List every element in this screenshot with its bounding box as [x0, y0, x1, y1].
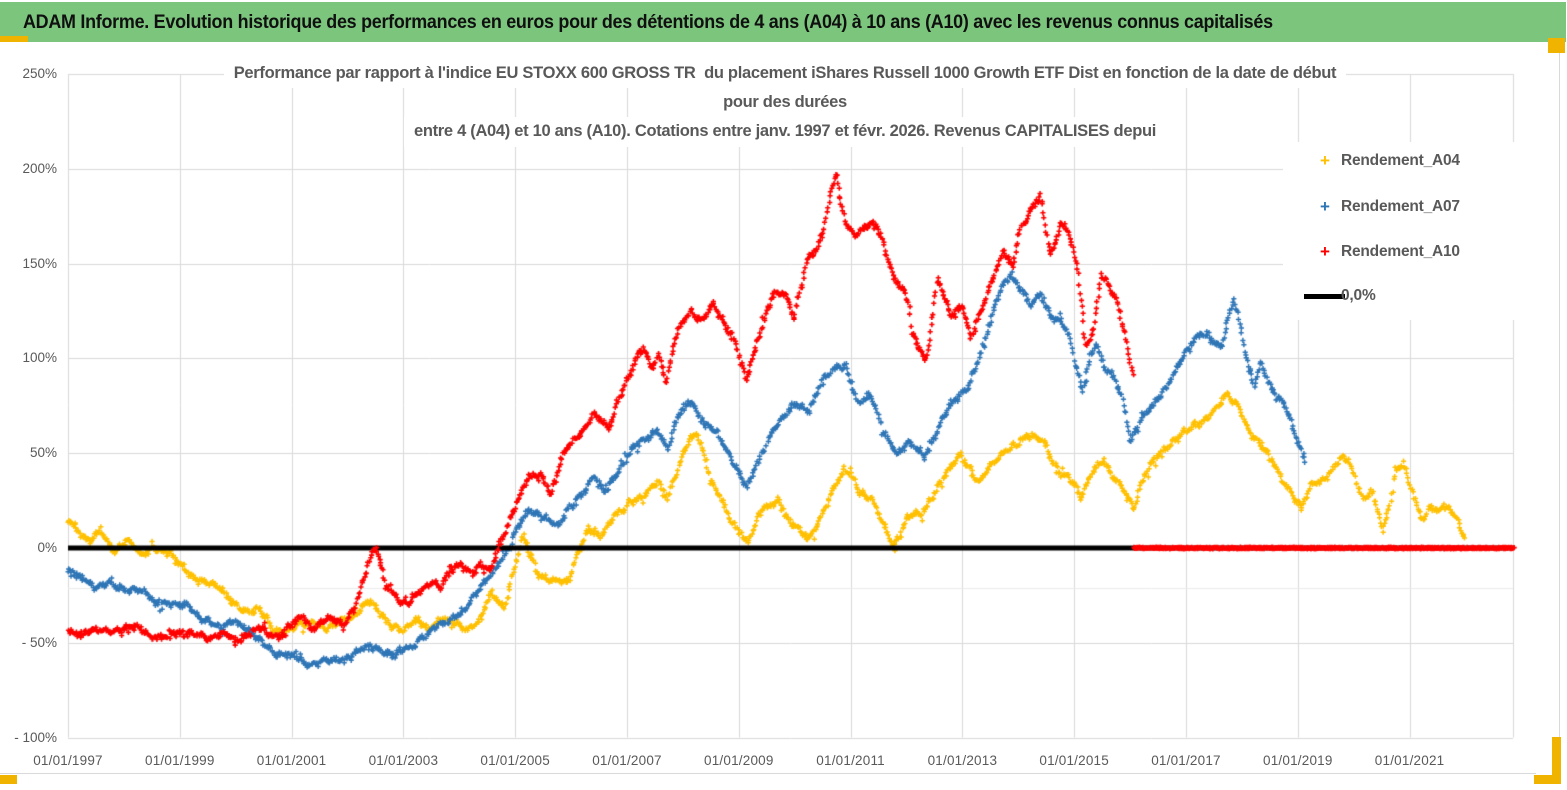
y-tick-label: - 100%: [14, 729, 57, 745]
chart-title: Performance par rapport à l'indice EU ST…: [60, 59, 1510, 147]
x-tick-label: 01/01/2017: [1151, 753, 1221, 768]
selection-mark-top-left: [0, 36, 28, 42]
legend-item-a07[interactable]: + Rendement_A07: [1283, 194, 1555, 220]
legend-label: Rendement_A10: [1341, 243, 1460, 260]
plus-marker-icon: +: [1320, 151, 1330, 170]
legend-item-zero-line[interactable]: 0,0%: [1283, 283, 1555, 309]
selection-mark-bottom-left: [0, 775, 17, 784]
y-tick-label: 50%: [29, 445, 57, 461]
x-tick-label: 01/01/2009: [704, 753, 774, 768]
x-tick-label: 01/01/2007: [592, 753, 662, 768]
x-tick-label: 01/01/2015: [1039, 753, 1109, 768]
x-tick-label: 01/01/1997: [33, 753, 103, 768]
legend-label: Rendement_A07: [1341, 198, 1460, 215]
y-tick-label: 100%: [22, 350, 57, 366]
chart-title-line-3: entre 4 (A04) et 10 ans (A10). Cotations…: [403, 117, 1167, 147]
y-tick-label: 150%: [22, 255, 57, 271]
y-tick-label: 200%: [22, 160, 57, 176]
sheet-column-divider: [1559, 53, 1560, 737]
selection-mark-bottom-right-horizontal: [1534, 775, 1561, 784]
chart-title-line-2: pour des durées: [713, 88, 857, 118]
y-tick-label: 0%: [37, 540, 57, 555]
legend: + Rendement_A04 + Rendement_A07 + Rendem…: [1283, 142, 1555, 320]
y-tick-label: 250%: [22, 66, 57, 81]
x-tick-label: 01/01/2003: [368, 753, 439, 768]
y-tick-label: - 50%: [21, 634, 57, 650]
x-tick-label: 01/01/2005: [480, 753, 550, 768]
line-marker-icon: [1304, 294, 1345, 299]
sheet-row-divider: [0, 773, 1536, 774]
plus-marker-icon: +: [1320, 197, 1330, 216]
legend-label: Rendement_A04: [1341, 152, 1460, 169]
legend-label: 0,0%: [1341, 287, 1376, 304]
x-tick-label: 01/01/2013: [927, 753, 998, 768]
x-tick-label: 01/01/1999: [145, 753, 215, 768]
legend-item-a04[interactable]: + Rendement_A04: [1283, 148, 1555, 174]
plus-marker-icon: +: [1320, 242, 1330, 261]
x-tick-label: 01/01/2021: [1374, 753, 1445, 768]
selection-mark-top-right: [1548, 38, 1565, 53]
legend-item-a10[interactable]: + Rendement_A10: [1283, 239, 1555, 265]
x-tick-label: 01/01/2011: [816, 753, 885, 768]
chart-title-line-1: Performance par rapport à l'indice EU ST…: [223, 59, 1347, 89]
selection-mark-bottom-right-vertical: [1552, 737, 1561, 783]
x-tick-label: 01/01/2019: [1263, 753, 1333, 768]
x-tick-label: 01/01/2001: [256, 753, 327, 768]
